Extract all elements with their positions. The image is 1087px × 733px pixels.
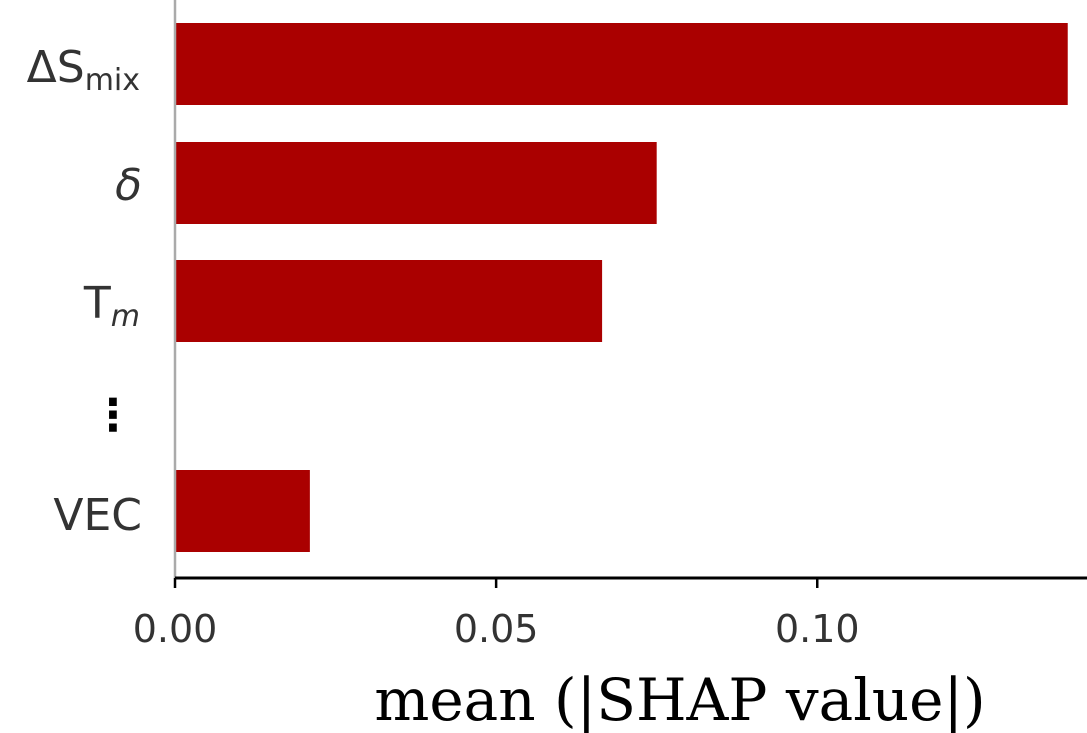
x-axis-label: mean (|SHAP value|) <box>374 666 985 733</box>
x-tick-label: 0.10 <box>775 607 860 651</box>
ylabel-ellipsis: ⋮ <box>91 390 135 441</box>
ylabel-tm: Tm <box>83 278 140 334</box>
ylabel-delta: δ <box>115 160 142 211</box>
ylabel-vec: VEC <box>53 490 142 541</box>
x-ticks-group: 0.00 0.05 0.10 <box>133 578 860 651</box>
x-tick-label: 0.05 <box>454 607 539 651</box>
ylabel-tm-sub: m <box>111 299 140 334</box>
ylabel-dsmix-main: ΔS <box>27 42 85 93</box>
x-tick-label: 0.00 <box>133 607 218 651</box>
bar-2 <box>175 260 603 342</box>
ylabel-tm-main: T <box>83 278 111 329</box>
bars-group <box>175 23 1068 552</box>
bar-1 <box>175 142 657 224</box>
ylabel-dsmix: ΔSmix <box>27 42 140 98</box>
ylabel-dsmix-sub: mix <box>85 63 140 98</box>
bar-0 <box>175 23 1068 105</box>
bar-4 <box>175 470 310 552</box>
